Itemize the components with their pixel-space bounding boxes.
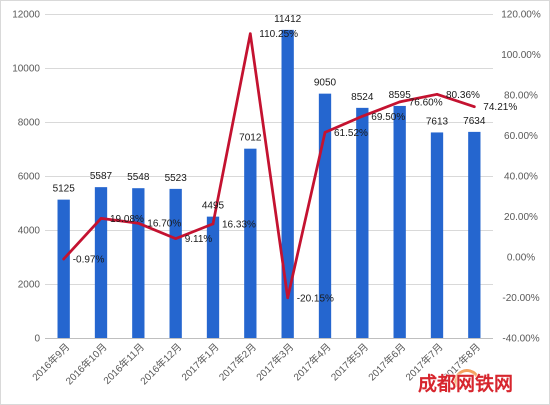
line-data-label: 69.50% [371, 112, 405, 123]
line-data-label: 110.25% [259, 29, 298, 40]
line-data-label: 80.36% [446, 90, 480, 101]
y-axis-left-tick-label: 12000 [12, 10, 40, 21]
bar-data-label: 4495 [202, 201, 225, 212]
bar-data-label: 9050 [314, 78, 337, 89]
bar-data-label: 8595 [389, 90, 412, 101]
y-axis-left-tick-label: 10000 [12, 64, 40, 75]
y-axis-left-tick-label: 2000 [18, 280, 41, 291]
y-axis-left-tick-label: 6000 [18, 172, 41, 183]
watermark-text: 成都网铁网 [418, 372, 514, 395]
line-point [99, 217, 103, 220]
bar-data-label: 5523 [165, 173, 188, 184]
bar-data-label: 7012 [239, 133, 262, 144]
bar-9 [356, 107, 369, 338]
bar-data-label: 5587 [90, 171, 113, 182]
bar-8 [318, 93, 332, 339]
watermark: 成都网铁网 [418, 365, 522, 399]
bar-11 [430, 132, 444, 338]
y-axis-right-tick-label: -40.00% [502, 334, 539, 345]
y-axis-left-tick-label: 0 [34, 334, 40, 345]
bar-1 [57, 199, 70, 339]
line-data-label: 74.21% [483, 102, 517, 113]
bar-10 [393, 105, 406, 339]
line-data-label: 16.70% [147, 219, 181, 230]
y-axis-right-tick-label: 0.00% [507, 253, 535, 264]
bar-3 [132, 188, 145, 338]
line-point [62, 257, 65, 261]
y-axis-right-tick-label: 60.00% [504, 131, 538, 142]
line-data-label: -20.15% [297, 293, 334, 304]
line-point [174, 237, 177, 240]
line-point [323, 131, 327, 134]
y-axis-right-tick-label: 120.00% [501, 10, 541, 21]
y-axis-left-tick-label: 4000 [18, 226, 41, 237]
bar-12 [468, 131, 481, 338]
bar-6 [244, 148, 257, 338]
line-data-label: 9.11% [185, 234, 213, 245]
line-point [286, 296, 290, 300]
bar-data-label: 5548 [127, 172, 150, 183]
line-data-label: 16.33% [222, 219, 256, 230]
line-point [211, 222, 215, 226]
bar-2 [94, 187, 108, 338]
bar-data-label: 8524 [351, 92, 374, 103]
line-data-label: -0.97% [73, 255, 105, 266]
y-axis-left-tick-label: 8000 [18, 118, 41, 129]
line-point [473, 105, 476, 108]
line-point [137, 221, 140, 225]
line-data-label: 76.60% [409, 97, 443, 108]
bar-5 [206, 216, 220, 338]
y-axis-right-tick-label: -20.00% [502, 293, 539, 304]
bar-4 [169, 188, 182, 338]
y-axis-right-tick-label: 20.00% [504, 212, 538, 223]
line-data-label: 19.08% [110, 214, 144, 225]
bar-7 [281, 29, 294, 338]
line-series [62, 32, 476, 300]
y-axis-right-tick-label: 100.00% [501, 50, 541, 61]
bar-data-label: 11412 [274, 14, 302, 25]
bar-data-label: 7613 [426, 116, 449, 127]
line-point [249, 32, 252, 35]
bar-data-label: 7634 [463, 116, 486, 127]
line-data-label: 61.52% [334, 128, 368, 139]
y-axis-right-tick-label: 80.00% [504, 91, 538, 102]
bar-data-label: 5125 [53, 184, 76, 195]
line-point [361, 115, 364, 118]
line-point [398, 100, 402, 104]
y-axis-right-tick-label: 40.00% [504, 172, 538, 183]
line-point [435, 93, 439, 96]
